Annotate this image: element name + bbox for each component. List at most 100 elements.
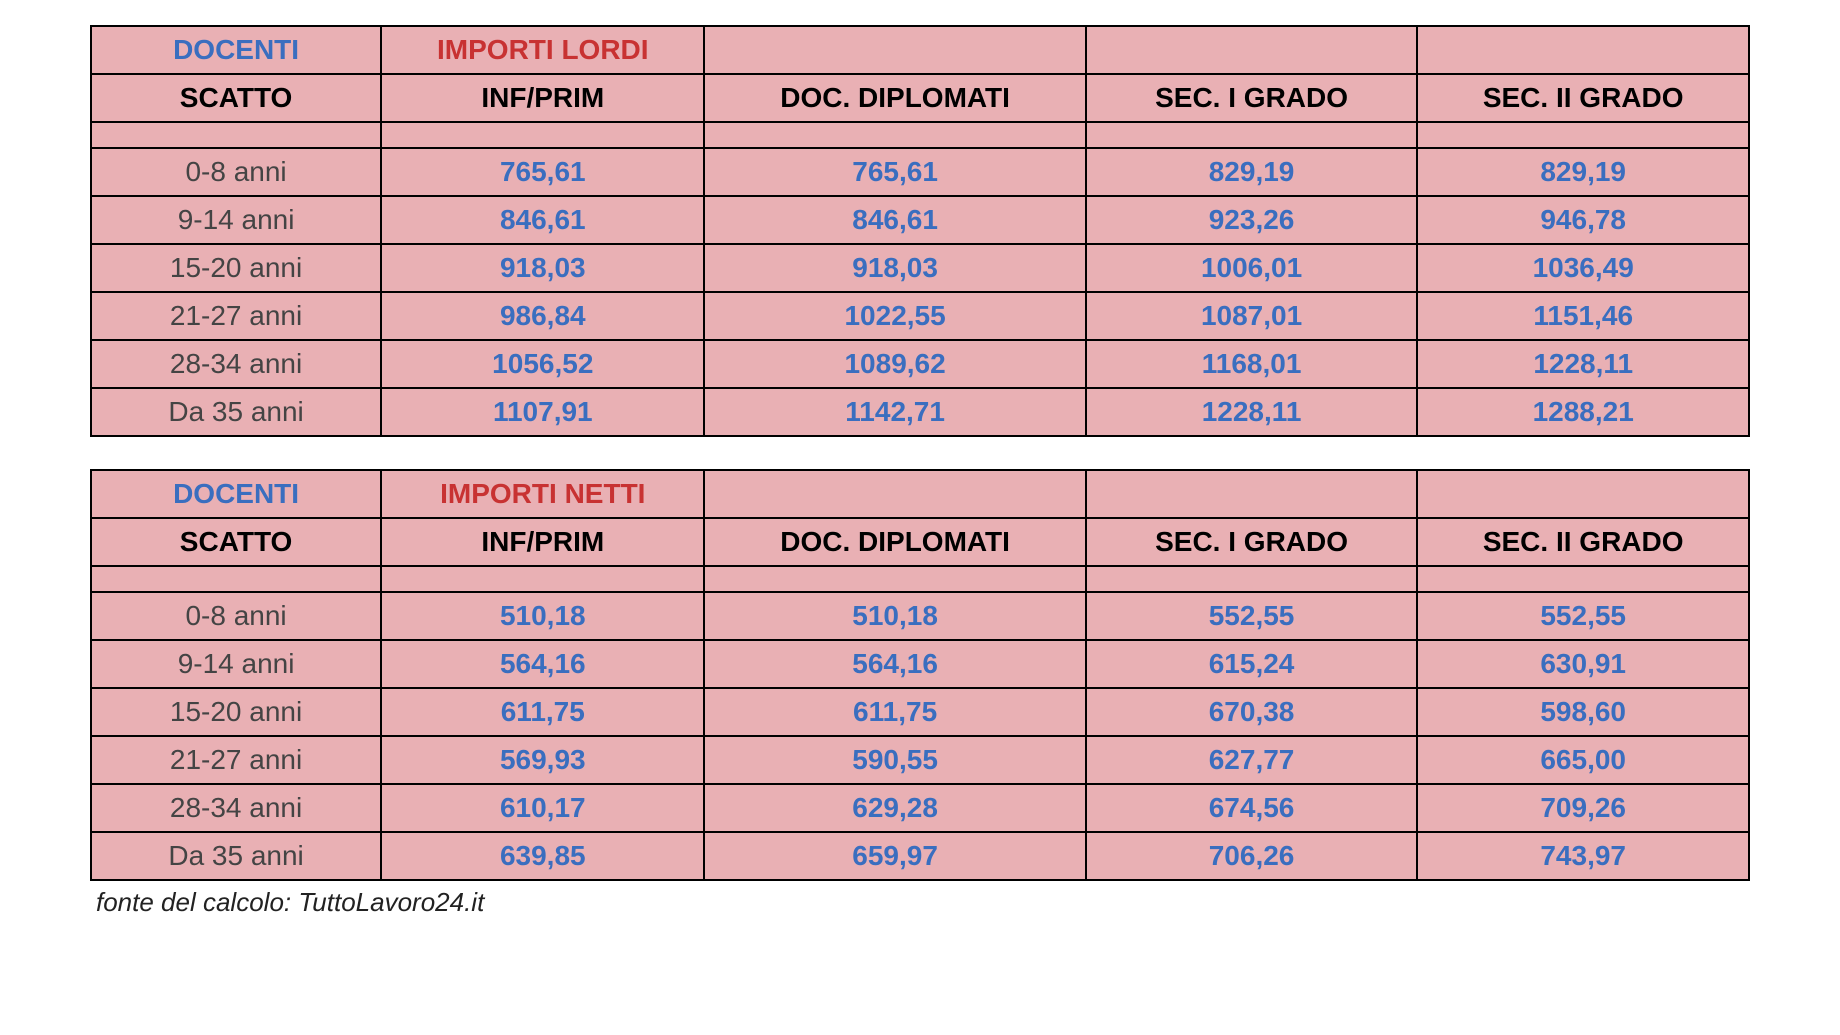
column-header: SCATTO [91, 518, 381, 566]
value-cell: 610,17 [381, 784, 704, 832]
value-cell: 670,38 [1086, 688, 1418, 736]
spacer-cell [381, 566, 704, 592]
table-row: 9-14 anni564,16564,16615,24630,91 [91, 640, 1749, 688]
table-row: Da 35 anni1107,911142,711228,111288,21 [91, 388, 1749, 436]
source-footer: fonte del calcolo: TuttoLavoro24.it [90, 887, 1750, 918]
value-cell: 829,19 [1417, 148, 1749, 196]
row-label: 28-34 anni [91, 784, 381, 832]
table-row: 28-34 anni1056,521089,621168,011228,11 [91, 340, 1749, 388]
value-cell: 1151,46 [1417, 292, 1749, 340]
blank-header-cell [1086, 26, 1418, 74]
value-cell: 552,55 [1417, 592, 1749, 640]
column-header: DOC. DIPLOMATI [704, 518, 1085, 566]
title-importi: IMPORTI LORDI [381, 26, 704, 74]
value-cell: 829,19 [1086, 148, 1418, 196]
table-row: 0-8 anni510,18510,18552,55552,55 [91, 592, 1749, 640]
value-cell: 630,91 [1417, 640, 1749, 688]
row-label: 9-14 anni [91, 196, 381, 244]
row-label: 21-27 anni [91, 292, 381, 340]
blank-header-cell [704, 470, 1085, 518]
value-cell: 1228,11 [1417, 340, 1749, 388]
value-cell: 629,28 [704, 784, 1085, 832]
title-docenti: DOCENTI [91, 470, 381, 518]
value-cell: 1087,01 [1086, 292, 1418, 340]
value-cell: 918,03 [704, 244, 1085, 292]
spacer-cell [91, 122, 381, 148]
value-cell: 639,85 [381, 832, 704, 880]
value-cell: 946,78 [1417, 196, 1749, 244]
value-cell: 709,26 [1417, 784, 1749, 832]
spacer-cell [91, 566, 381, 592]
spacer-cell [704, 122, 1085, 148]
value-cell: 552,55 [1086, 592, 1418, 640]
value-cell: 627,77 [1086, 736, 1418, 784]
column-header: SEC. II GRADO [1417, 518, 1749, 566]
spacer-cell [1086, 566, 1418, 592]
column-header: INF/PRIM [381, 518, 704, 566]
spacer-cell [381, 122, 704, 148]
value-cell: 1056,52 [381, 340, 704, 388]
table-row: 15-20 anni611,75611,75670,38598,60 [91, 688, 1749, 736]
value-cell: 1089,62 [704, 340, 1085, 388]
value-cell: 1168,01 [1086, 340, 1418, 388]
value-cell: 846,61 [704, 196, 1085, 244]
value-cell: 674,56 [1086, 784, 1418, 832]
value-cell: 918,03 [381, 244, 704, 292]
title-docenti: DOCENTI [91, 26, 381, 74]
table-row: 0-8 anni765,61765,61829,19829,19 [91, 148, 1749, 196]
value-cell: 615,24 [1086, 640, 1418, 688]
spacer-cell [1086, 122, 1418, 148]
blank-header-cell [1417, 470, 1749, 518]
value-cell: 611,75 [704, 688, 1085, 736]
column-header: INF/PRIM [381, 74, 704, 122]
row-label: 0-8 anni [91, 148, 381, 196]
value-cell: 706,26 [1086, 832, 1418, 880]
table-row: 21-27 anni986,841022,551087,011151,46 [91, 292, 1749, 340]
column-header: SEC. I GRADO [1086, 74, 1418, 122]
salary-table-0: DOCENTIIMPORTI LORDISCATTOINF/PRIMDOC. D… [90, 25, 1750, 437]
value-cell: 846,61 [381, 196, 704, 244]
blank-header-cell [704, 26, 1085, 74]
value-cell: 564,16 [704, 640, 1085, 688]
table-gap [90, 437, 1750, 469]
column-header: SEC. I GRADO [1086, 518, 1418, 566]
value-cell: 564,16 [381, 640, 704, 688]
value-cell: 923,26 [1086, 196, 1418, 244]
column-header: SEC. II GRADO [1417, 74, 1749, 122]
value-cell: 1228,11 [1086, 388, 1418, 436]
value-cell: 590,55 [704, 736, 1085, 784]
value-cell: 1107,91 [381, 388, 704, 436]
value-cell: 611,75 [381, 688, 704, 736]
row-label: 9-14 anni [91, 640, 381, 688]
table-row: 28-34 anni610,17629,28674,56709,26 [91, 784, 1749, 832]
table-row: 21-27 anni569,93590,55627,77665,00 [91, 736, 1749, 784]
blank-header-cell [1086, 470, 1418, 518]
row-label: 15-20 anni [91, 244, 381, 292]
value-cell: 1036,49 [1417, 244, 1749, 292]
column-header: DOC. DIPLOMATI [704, 74, 1085, 122]
value-cell: 1022,55 [704, 292, 1085, 340]
table-row: 15-20 anni918,03918,031006,011036,49 [91, 244, 1749, 292]
value-cell: 569,93 [381, 736, 704, 784]
value-cell: 1142,71 [704, 388, 1085, 436]
value-cell: 1006,01 [1086, 244, 1418, 292]
row-label: 28-34 anni [91, 340, 381, 388]
blank-header-cell [1417, 26, 1749, 74]
spacer-cell [704, 566, 1085, 592]
tables-container: DOCENTIIMPORTI LORDISCATTOINF/PRIMDOC. D… [90, 25, 1750, 881]
table-row: Da 35 anni639,85659,97706,26743,97 [91, 832, 1749, 880]
value-cell: 986,84 [381, 292, 704, 340]
spacer-cell [1417, 122, 1749, 148]
row-label: 21-27 anni [91, 736, 381, 784]
value-cell: 598,60 [1417, 688, 1749, 736]
value-cell: 665,00 [1417, 736, 1749, 784]
column-header: SCATTO [91, 74, 381, 122]
value-cell: 510,18 [704, 592, 1085, 640]
value-cell: 765,61 [704, 148, 1085, 196]
salary-table-1: DOCENTIIMPORTI NETTISCATTOINF/PRIMDOC. D… [90, 469, 1750, 881]
value-cell: 743,97 [1417, 832, 1749, 880]
title-importi: IMPORTI NETTI [381, 470, 704, 518]
row-label: 0-8 anni [91, 592, 381, 640]
value-cell: 510,18 [381, 592, 704, 640]
spacer-cell [1417, 566, 1749, 592]
